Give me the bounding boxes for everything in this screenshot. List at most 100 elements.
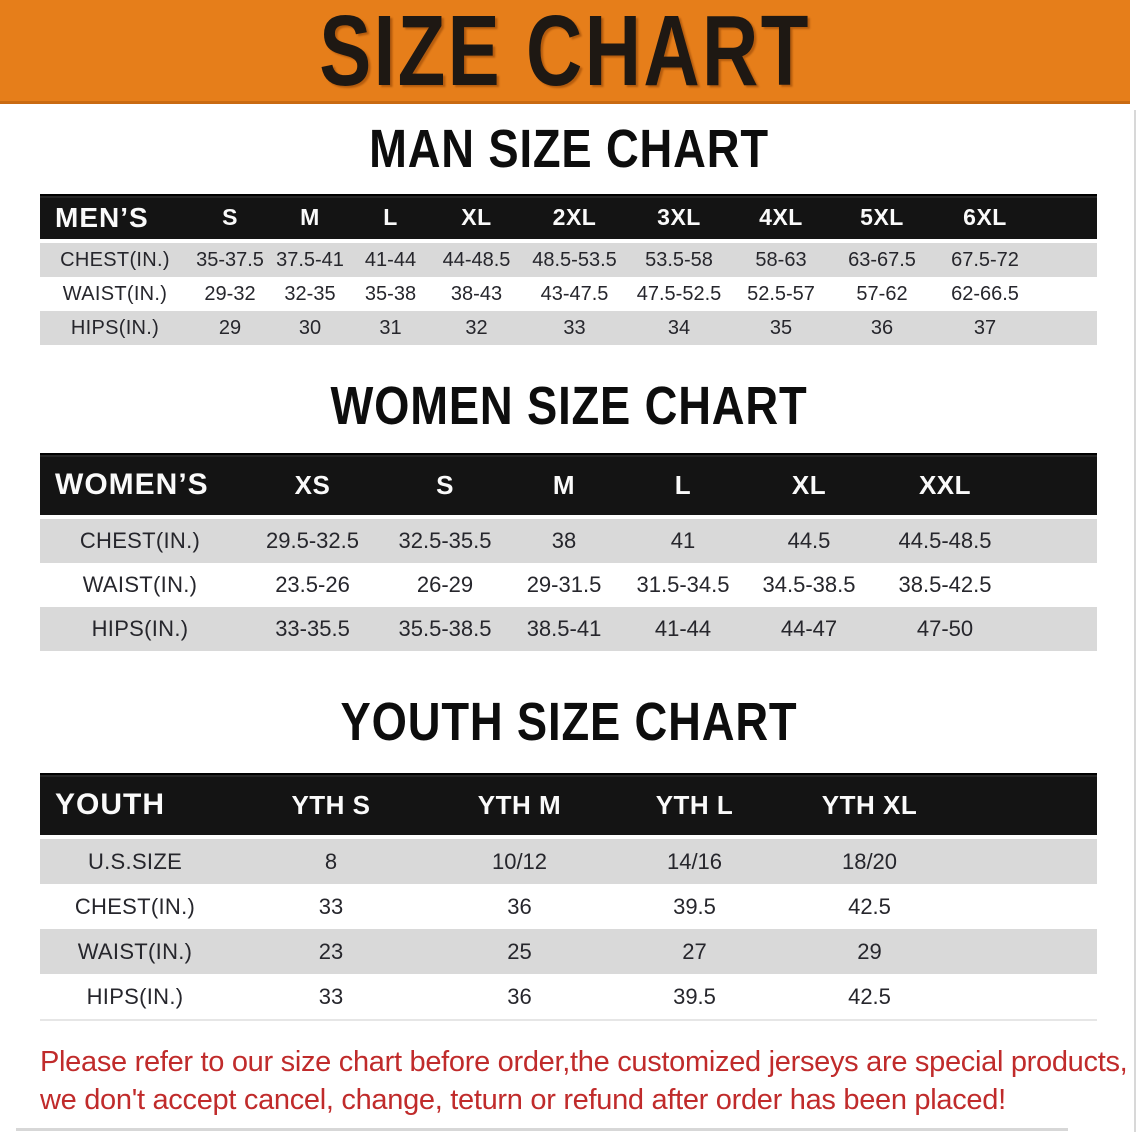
- table-row: HIPS(IN.) 33 36 39.5 42.5: [40, 974, 1097, 1019]
- cell: 35: [769, 316, 793, 339]
- cell: 36: [507, 983, 532, 1009]
- cell: 42.5: [848, 893, 891, 919]
- banner: SIZE CHART: [0, 0, 1130, 104]
- cell: 33: [318, 893, 344, 919]
- cell: 32-35: [284, 282, 336, 305]
- table-row: CHEST(IN.) 29.5-32.5 32.5-35.5 38 41 44.5 44.5…: [40, 519, 1097, 563]
- column-header: 5XL: [860, 204, 904, 230]
- cell: 8: [324, 848, 338, 874]
- column-header: XL: [461, 204, 492, 230]
- table-row: CHEST(IN.) 35-37.5 37.5-41 41-44 44-48.5 48.5…: [40, 243, 1097, 277]
- cell: 37: [973, 316, 997, 339]
- cell: 52.5-57: [747, 282, 815, 305]
- cell: 25: [507, 938, 532, 964]
- table-row: HIPS(IN.) 33-35.5 35.5-38.5 38.5-41 41-44 44-…: [40, 607, 1097, 651]
- cell: 36: [870, 316, 894, 339]
- disclaimer-text: Please refer to our size chart before or…: [40, 1043, 1138, 1119]
- cell: 38-43: [450, 282, 503, 305]
- cell: 31.5-34.5: [636, 572, 730, 597]
- table-group-label: WOMEN’S: [55, 468, 209, 501]
- column-header: XL: [791, 469, 827, 500]
- men-table-header-row: MEN’S S M L XL 2XL 3XL 4XL 5XL 6XL: [40, 194, 1097, 239]
- column-header: YTH L: [655, 789, 734, 820]
- youth-section-heading: YOUTH SIZE CHART: [340, 692, 798, 752]
- column-header: 3XL: [657, 204, 701, 230]
- row-label: WAIST(IN.): [62, 282, 168, 305]
- column-header: S: [222, 204, 238, 230]
- women-size-table: WOMEN’S XS S M L XL XXL CHEST(IN.) 29.5-32.5 32.…: [40, 453, 1097, 651]
- row-label: U.S.SIZE: [87, 848, 183, 874]
- cell: 33: [318, 983, 344, 1009]
- cell: 26-29: [416, 572, 474, 597]
- table-group-label: YOUTH: [55, 788, 165, 821]
- cell: 34: [667, 316, 691, 339]
- image-edge-line-right: [1134, 110, 1136, 1132]
- cell: 47.5-52.5: [636, 282, 722, 305]
- table-row: HIPS(IN.) 29 30 31 32 33 34 35 36 37: [40, 311, 1097, 345]
- column-header: XS: [294, 469, 331, 500]
- cell: 18/20: [841, 848, 898, 874]
- cell: 35-37.5: [196, 248, 264, 271]
- cell: 37.5-41: [276, 248, 344, 271]
- cell: 10/12: [491, 848, 548, 874]
- cell: 32: [465, 316, 488, 339]
- cell: 23: [318, 938, 344, 964]
- cell: 31: [379, 316, 402, 339]
- cell: 27: [682, 938, 707, 964]
- cell: 44.5: [787, 528, 831, 553]
- cell: 29-32: [204, 282, 256, 305]
- women-table-header-row: WOMEN’S XS S M L XL XXL: [40, 453, 1097, 515]
- cell: 43-47.5: [540, 282, 609, 305]
- row-label: CHEST(IN.): [74, 893, 196, 919]
- column-header: YTH M: [477, 789, 562, 820]
- table-row: WAIST(IN.) 23.5-26 26-29 29-31.5 31.5-34.5 34…: [40, 563, 1097, 607]
- column-header: M: [552, 469, 576, 500]
- cell: 33: [563, 316, 586, 339]
- row-label: HIPS(IN.): [91, 616, 189, 641]
- table-row: CHEST(IN.) 33 36 39.5 42.5: [40, 884, 1097, 929]
- column-header: XXL: [918, 469, 972, 500]
- cell: 42.5: [848, 983, 891, 1009]
- column-header: 2XL: [552, 204, 597, 230]
- table-row: U.S.SIZE 8 10/12 14/16 18/20: [40, 839, 1097, 884]
- cell: 58-63: [755, 248, 807, 271]
- row-label: CHEST(IN.): [60, 248, 170, 271]
- cell: 44-47: [780, 616, 838, 641]
- cell: 63-67.5: [848, 248, 916, 271]
- banner-title: SIZE CHART: [319, 0, 811, 107]
- cell: 33-35.5: [275, 616, 350, 641]
- image-edge-line-bottom: [16, 1128, 1068, 1131]
- cell: 14/16: [666, 848, 723, 874]
- cell: 47-50: [916, 616, 974, 641]
- row-label: CHEST(IN.): [79, 528, 201, 553]
- cell: 41-44: [654, 616, 712, 641]
- cell: 35.5-38.5: [398, 616, 492, 641]
- table-group-label: MEN’S: [55, 201, 149, 233]
- youth-table-header-row: YOUTH YTH S YTH M YTH L YTH XL: [40, 773, 1097, 835]
- cell: 29.5-32.5: [266, 528, 359, 553]
- youth-size-table: YOUTH YTH S YTH M YTH L YTH XL U.S.SIZE 8 10/1…: [40, 773, 1097, 1021]
- cell: 41-44: [364, 248, 417, 271]
- cell: 57-62: [856, 282, 908, 305]
- cell: 34.5-38.5: [762, 572, 856, 597]
- column-header: L: [674, 469, 692, 500]
- row-label: WAIST(IN.): [82, 572, 198, 597]
- cell: 38.5-42.5: [898, 572, 992, 597]
- cell: 67.5-72: [951, 248, 1019, 271]
- column-header: S: [436, 469, 454, 500]
- cell: 29-31.5: [526, 572, 602, 597]
- cell: 39.5: [673, 893, 716, 919]
- cell: 53.5-58: [645, 248, 713, 271]
- cell: 35-38: [364, 282, 417, 305]
- table-row: WAIST(IN.) 29-32 32-35 35-38 38-43 43-47.5 47.…: [40, 277, 1097, 311]
- column-header: YTH S: [291, 789, 371, 820]
- cell: 41: [670, 528, 696, 553]
- row-label: HIPS(IN.): [86, 983, 184, 1009]
- cell: 62-66.5: [951, 282, 1019, 305]
- cell: 29: [218, 316, 242, 339]
- table-row: WAIST(IN.) 23 25 27 29: [40, 929, 1097, 974]
- cell: 44.5-48.5: [898, 528, 992, 553]
- column-header: L: [383, 204, 398, 230]
- column-header: 4XL: [759, 204, 803, 230]
